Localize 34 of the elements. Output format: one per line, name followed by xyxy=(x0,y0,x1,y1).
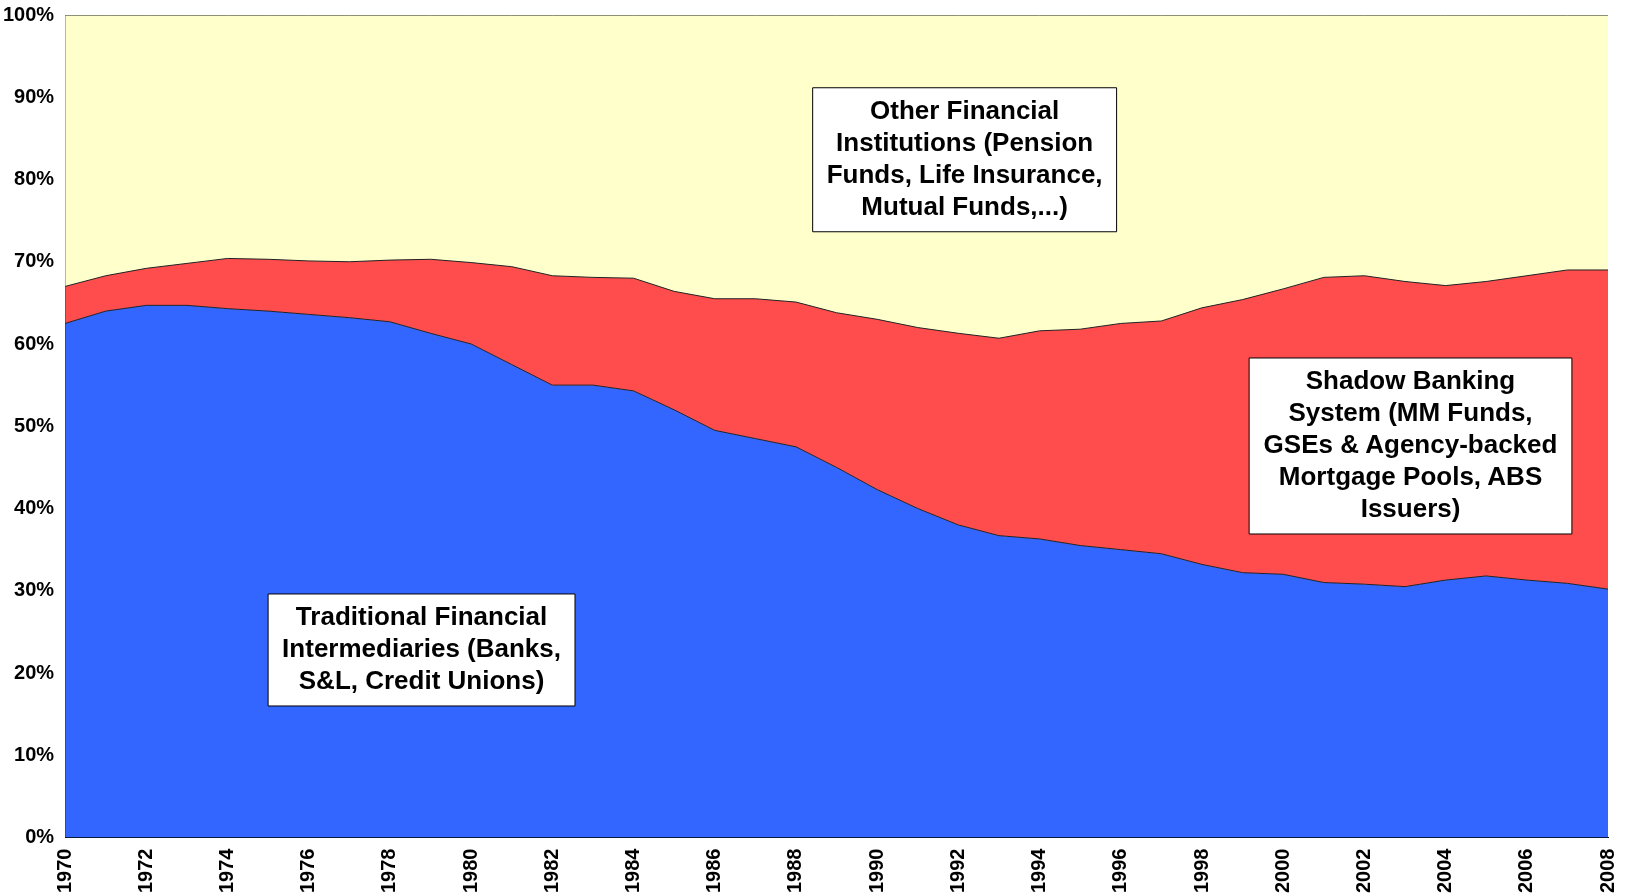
series-label: Traditional Financial Intermediaries (Banks, S&L, Credit Unions) xyxy=(282,601,561,696)
x-tick-label: 1976 xyxy=(296,848,319,894)
y-tick-label: 50% xyxy=(14,413,55,436)
y-tick-label: 10% xyxy=(14,742,55,765)
y-tick-label: 100% xyxy=(3,2,55,25)
x-tick-label: 1998 xyxy=(1189,848,1212,894)
x-tick-label: 2008 xyxy=(1595,848,1618,894)
x-tick-label: 1992 xyxy=(945,848,968,894)
x-tick-label: 1986 xyxy=(702,848,725,894)
x-tick-label: 1970 xyxy=(52,848,75,894)
x-tick-label: 1990 xyxy=(864,848,887,894)
x-tick-label: 2004 xyxy=(1433,847,1456,894)
x-tick-label: 1982 xyxy=(539,848,562,894)
x-tick-label: 1984 xyxy=(621,847,644,894)
series-label: Other Financial Institutions (Pension Funds, Life Insurance, Mutual Funds,...) xyxy=(826,94,1103,221)
y-tick-label: 20% xyxy=(14,660,55,683)
x-tick-label: 1974 xyxy=(215,847,238,894)
x-tick-label: 2000 xyxy=(1270,848,1293,894)
y-tick-label: 70% xyxy=(14,249,55,272)
y-tick-label: 40% xyxy=(14,496,55,519)
y-tick-label: 60% xyxy=(14,331,55,354)
series-label: Shadow Banking System (MM Funds, GSEs & Agency-backed Mortgage Pools, ABS Issuers) xyxy=(1263,365,1558,524)
y-tick-label: 0% xyxy=(25,825,55,848)
x-tick-label: 2002 xyxy=(1351,848,1374,894)
x-tick-label: 1980 xyxy=(458,848,481,894)
x-tick-label: 1972 xyxy=(133,848,156,894)
y-tick-label: 30% xyxy=(14,578,55,601)
x-tick-label: 1996 xyxy=(1108,848,1131,894)
y-tick-label: 90% xyxy=(14,84,55,107)
x-tick-label: 2006 xyxy=(1514,848,1537,894)
y-tick-label: 80% xyxy=(14,167,55,190)
x-tick-label: 1988 xyxy=(783,848,806,894)
x-tick-label: 1994 xyxy=(1027,847,1050,894)
x-tick-label: 1978 xyxy=(377,848,400,894)
